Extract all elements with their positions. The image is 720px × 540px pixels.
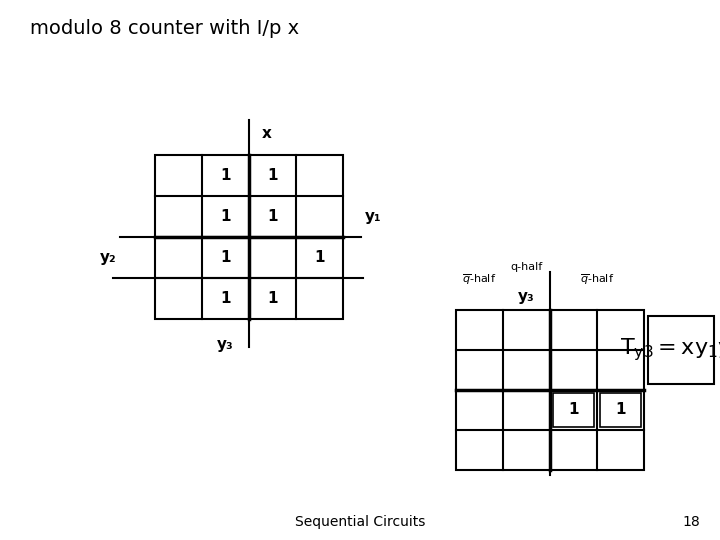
Text: 1: 1	[267, 209, 278, 224]
Text: 1: 1	[220, 209, 230, 224]
Text: 1: 1	[568, 402, 579, 417]
Text: 18: 18	[683, 515, 700, 529]
Text: x: x	[262, 125, 272, 140]
Text: $\mathsf{T_{y3}= xy_1y_2}$: $\mathsf{T_{y3}= xy_1y_2}$	[620, 336, 720, 363]
Bar	[155, 155, 343, 319]
Text: 1: 1	[220, 168, 230, 183]
Text: 1: 1	[220, 250, 230, 265]
Bar	[648, 316, 714, 384]
Text: y₃: y₃	[217, 336, 234, 352]
Bar	[600, 393, 641, 427]
Text: y₃: y₃	[518, 288, 535, 303]
Text: Sequential Circuits: Sequential Circuits	[294, 515, 426, 529]
Text: 1: 1	[616, 402, 626, 417]
Text: 1: 1	[267, 291, 278, 306]
Text: modulo 8 counter with I/p x: modulo 8 counter with I/p x	[30, 18, 299, 37]
Bar	[456, 310, 644, 470]
Text: q-half: q-half	[510, 262, 543, 272]
Text: 1: 1	[267, 168, 278, 183]
Text: y₁: y₁	[365, 209, 382, 224]
Text: 1: 1	[220, 291, 230, 306]
Text: 1: 1	[314, 250, 325, 265]
Text: $\overline{q}$-half: $\overline{q}$-half	[462, 273, 497, 287]
Bar	[553, 393, 594, 427]
Text: y₂: y₂	[100, 250, 117, 265]
Text: $\overline{q}$-half: $\overline{q}$-half	[580, 273, 614, 287]
